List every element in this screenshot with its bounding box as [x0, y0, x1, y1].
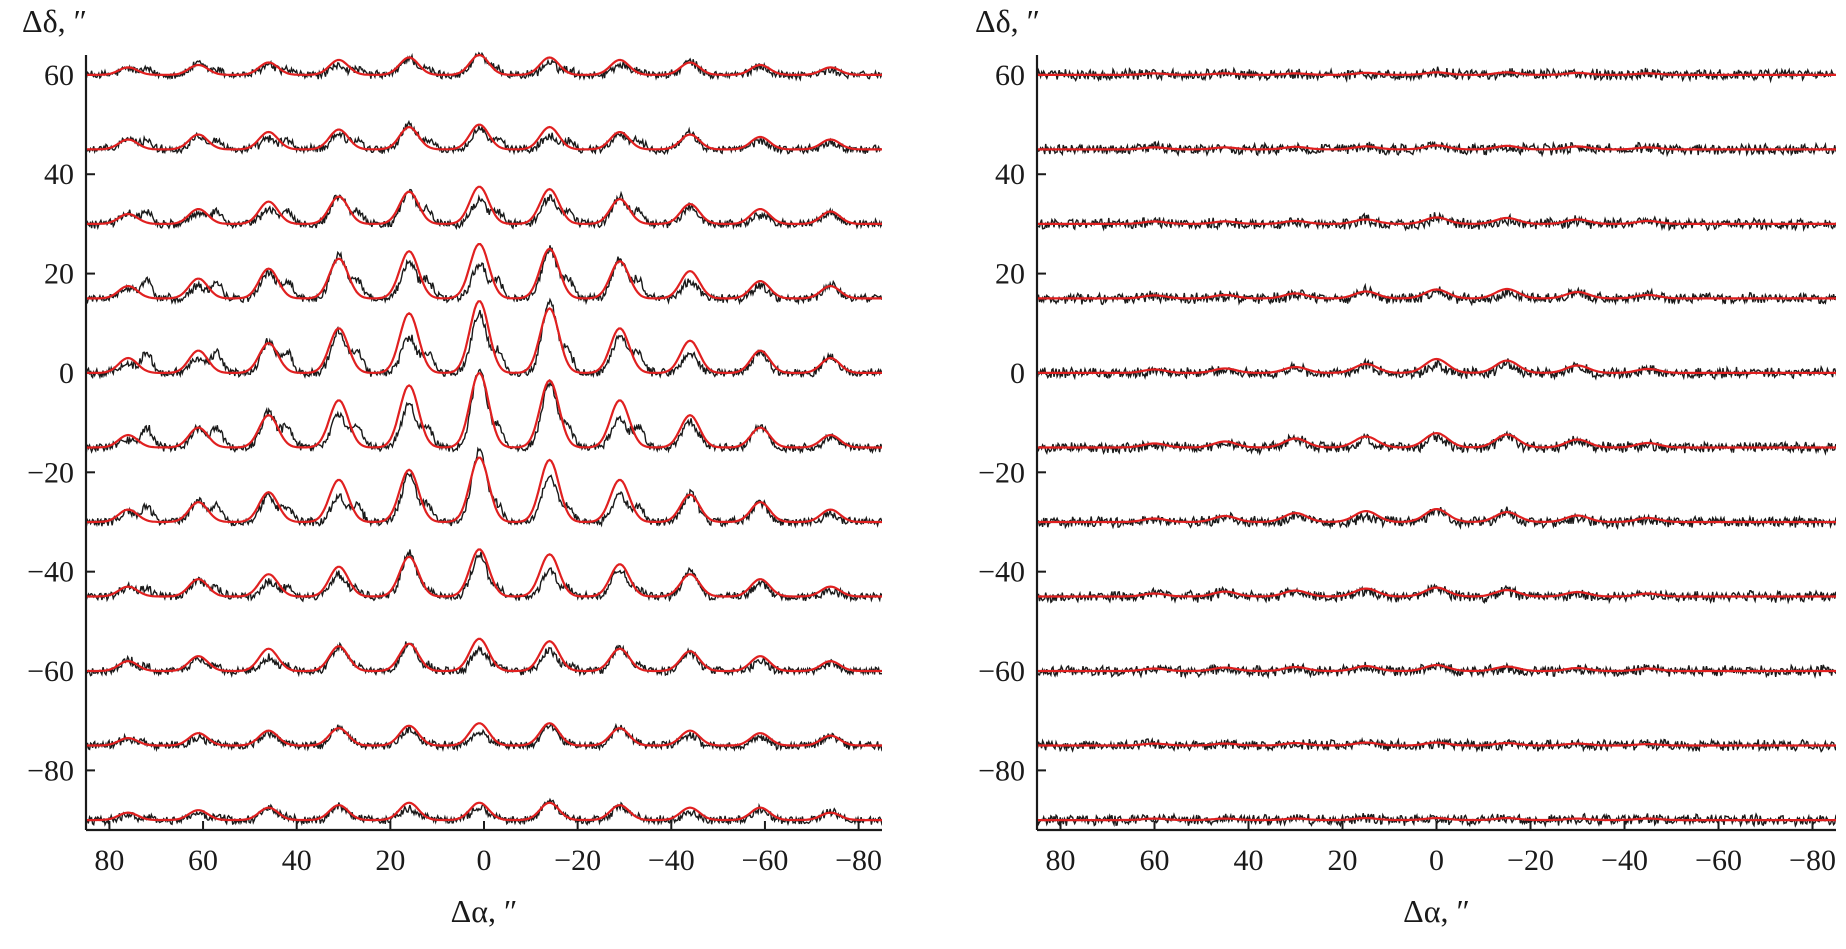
x-tick-label: 60	[1140, 844, 1170, 877]
x-tick-label: −40	[648, 844, 695, 877]
x-axis-title: Δα, ″	[1403, 893, 1470, 929]
model-trace-row-7	[1038, 586, 1836, 598]
observed-trace-row-1	[1038, 140, 1836, 158]
x-tick-label: 60	[188, 844, 218, 877]
model-trace-row-7	[87, 548, 882, 598]
observed-trace-row-4	[87, 297, 882, 380]
y-tick-label: −40	[978, 556, 1025, 589]
y-tick-label: 60	[44, 59, 74, 92]
traces	[87, 51, 882, 827]
y-tick-label: −40	[27, 556, 74, 589]
model-trace-row-2	[1038, 216, 1836, 225]
model-trace-row-1	[87, 123, 882, 151]
y-tick-label: 40	[995, 158, 1025, 191]
observed-trace-row-8	[87, 641, 882, 678]
x-tick-label: 20	[375, 844, 405, 877]
y-tick-label: −20	[27, 456, 74, 489]
observed-trace-row-3	[1038, 282, 1836, 307]
model-trace-row-6	[87, 456, 882, 524]
model-trace-row-3	[87, 243, 882, 300]
x-tick-label: −20	[1507, 844, 1554, 877]
observed-trace-row-7	[87, 549, 882, 603]
model-trace-row-10	[1038, 817, 1836, 822]
y-tick-label: −20	[978, 456, 1025, 489]
observed-trace-row-3	[87, 245, 882, 306]
y-tick-label: 60	[995, 59, 1025, 92]
model-trace-row-3	[1038, 287, 1836, 300]
x-tick-label: 0	[477, 844, 492, 877]
x-tick-label: −40	[1601, 844, 1648, 877]
y-tick-label: 20	[44, 258, 74, 291]
observed-trace-row-6	[87, 446, 882, 529]
model-trace-row-10	[87, 801, 882, 822]
x-tick-label: −60	[741, 844, 788, 877]
observed-trace-row-4	[1038, 357, 1836, 381]
model-trace-row-8	[87, 637, 882, 673]
observed-trace-row-9	[87, 722, 882, 753]
x-tick-label: −80	[835, 844, 882, 877]
model-trace-row-1	[1038, 144, 1836, 151]
y-axis-title: Δδ, ″	[975, 3, 1040, 39]
model-trace-row-5	[1038, 431, 1836, 449]
y-tick-label: −80	[27, 754, 74, 787]
y-tick-label: −60	[978, 655, 1025, 688]
y-tick-label: 40	[44, 158, 74, 191]
x-tick-label: 20	[1328, 844, 1358, 877]
x-tick-label: 80	[94, 844, 124, 877]
x-tick-label: −20	[554, 844, 601, 877]
y-tick-label: 0	[1010, 357, 1025, 390]
model-trace-row-5	[87, 372, 882, 449]
y-tick-label: −80	[978, 754, 1025, 787]
model-trace-row-0	[87, 54, 882, 77]
x-tick-label: 80	[1046, 844, 1076, 877]
model-trace-row-0	[1038, 71, 1836, 76]
y-tick-label: 20	[995, 258, 1025, 291]
x-axis-title: Δα, ″	[451, 893, 518, 929]
panel-left: 60 40 20 0 −20 −40 −60 −80 80 60 40 20 0 −20 −40 −60 −80…	[22, 3, 882, 929]
model-trace-row-8	[1038, 664, 1836, 673]
x-tick-label: −80	[1789, 844, 1836, 877]
x-tick-label: 40	[1234, 844, 1264, 877]
y-axis-title: Δδ, ″	[22, 3, 87, 39]
model-trace-row-6	[1038, 507, 1836, 524]
model-trace-row-4	[87, 300, 882, 375]
y-tick-label: 0	[59, 357, 74, 390]
observed-trace-row-2	[87, 188, 882, 231]
x-tick-label: 40	[282, 844, 312, 877]
model-trace-row-9	[87, 722, 882, 747]
panel-right: 60 40 20 0 −20 −40 −60 −80 80 60 40 20 0 −20 −40 −60 −80…	[975, 3, 1836, 929]
x-tick-label: 0	[1429, 844, 1444, 877]
x-tick-label: −60	[1695, 844, 1742, 877]
y-tick-label: −60	[27, 655, 74, 688]
model-trace-row-9	[1038, 741, 1836, 747]
model-trace-row-2	[87, 185, 882, 226]
traces	[1038, 66, 1836, 828]
model-trace-row-4	[1038, 357, 1836, 374]
